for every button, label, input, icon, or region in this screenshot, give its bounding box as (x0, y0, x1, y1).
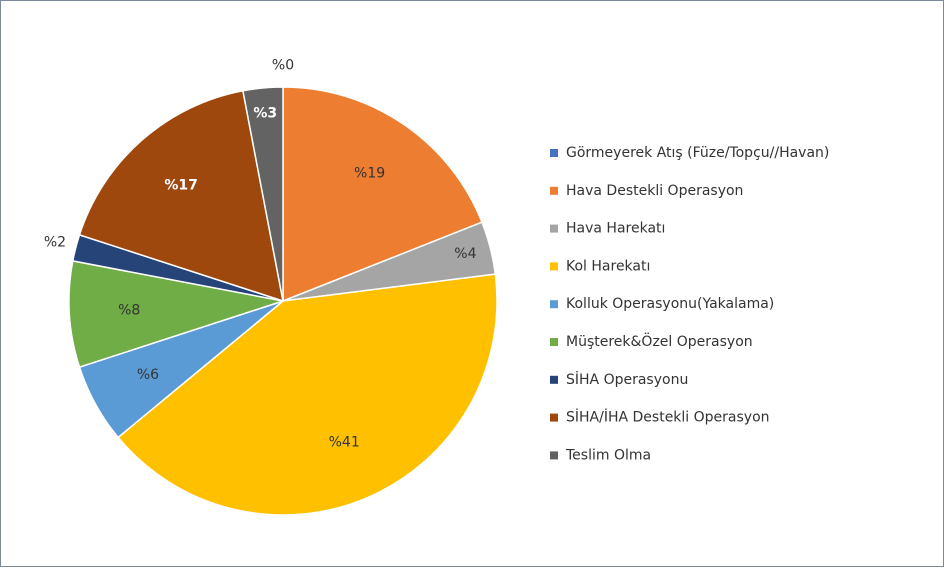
slice-label: %17 (164, 177, 198, 193)
pie-slice (68, 260, 284, 369)
slice-label: %41 (329, 434, 360, 450)
legend-swatch (550, 338, 558, 346)
legend-label: SİHA Operasyonu (566, 370, 688, 388)
pie-slice (117, 273, 498, 516)
legend-swatch (550, 262, 558, 271)
legend-swatch (550, 413, 558, 422)
legend-label: Hava Harekatı (566, 221, 665, 237)
slice-label: %0 (272, 58, 294, 74)
slice-label: %19 (354, 166, 385, 182)
legend-label: Kolluk Operasyonu(Yakalama) (566, 296, 774, 312)
slice-label: %4 (454, 246, 476, 262)
slice-label: %3 (253, 106, 277, 122)
slice-label: %6 (137, 367, 159, 383)
legend-label: Görmeyerek Atış (Füze/Topçu//Havan) (566, 145, 829, 161)
slice-label: %8 (118, 303, 140, 319)
legend-swatch (550, 186, 558, 195)
pie-slice (282, 86, 483, 303)
legend-swatch (550, 300, 558, 309)
pie-slice (78, 89, 284, 303)
legend-label: Müşterek&Özel Operasyon (566, 332, 753, 350)
legend-label: Hava Destekli Operasyon (566, 183, 743, 199)
slice-label: %2 (44, 234, 66, 250)
legend-label: Teslim Olma (565, 447, 651, 463)
legend-label: SİHA/İHA Destekli Operasyon (566, 408, 770, 426)
legend-swatch (550, 224, 558, 233)
legend-label: Kol Harekatı (566, 258, 650, 274)
pie-slice (242, 86, 284, 302)
legend-swatch (550, 375, 558, 384)
legend-swatch (550, 149, 558, 157)
legend-swatch (550, 451, 558, 460)
